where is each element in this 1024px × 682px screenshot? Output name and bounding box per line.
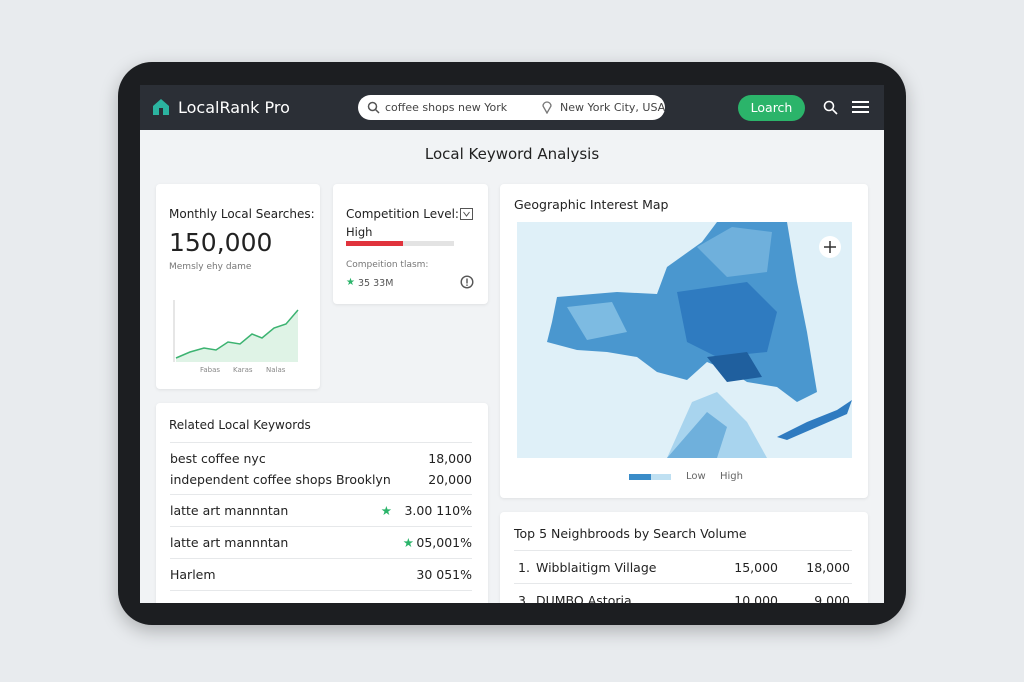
volume: 18,000: [428, 451, 472, 466]
level-bar: [346, 241, 454, 246]
volume: 18,000: [806, 560, 850, 575]
page-title: Local Keyword Analysis: [424, 145, 600, 163]
map: [517, 222, 852, 458]
subtitle: Memsly ehy dame: [169, 262, 252, 272]
search-button[interactable]: Loarch: [738, 95, 805, 121]
label: Compeition tlasm:: [346, 260, 429, 270]
searches-card: Monthly Local Searches: 150,000 Memsly e…: [156, 184, 320, 389]
legend-high: High: [720, 471, 743, 482]
search-query: coffee shops new York: [385, 101, 508, 114]
level: High: [346, 225, 373, 239]
neighborhood: DUMBO Astoria: [536, 593, 632, 603]
keyword: independent coffee shops Brooklyn: [170, 472, 391, 487]
keyword-row[interactable]: latte art mannntan ★ 05,001%: [170, 526, 472, 559]
keyword-row[interactable]: best coffee nyc 18,000 independent coffe…: [170, 442, 472, 495]
card-title: Competition Level:: [346, 207, 459, 221]
info-icon[interactable]: [460, 275, 474, 289]
axis-label: Nalas: [266, 366, 286, 374]
neighborhood-row[interactable]: 1. Wibblaitigm Village 15,000 18,000: [514, 550, 852, 584]
big-value: 150,000: [169, 228, 273, 257]
map-card: Geographic Interest Map Low High: [500, 184, 868, 498]
neighborhoods-card: Top 5 Neighbroods by Search Volume 1. Wi…: [500, 512, 868, 603]
keyword: latte art mannntan: [170, 535, 289, 550]
volume: 30 051%: [416, 567, 472, 582]
brand-name: LocalRank Pro: [178, 98, 290, 117]
rank: 3.: [518, 593, 530, 603]
volume: 15,000: [734, 560, 778, 575]
row-divider: [170, 590, 472, 603]
volume: 3.00 110%: [404, 503, 472, 518]
neighborhood-row[interactable]: 3. DUMBO Astoria 10,000 9,000: [514, 583, 852, 603]
dropdown-icon[interactable]: [460, 208, 473, 220]
star-icon: ★: [346, 277, 355, 288]
card-title: Top 5 Neighbroods by Search Volume: [514, 526, 747, 541]
volume: 20,000: [428, 472, 472, 487]
location: New York City, USA: [560, 101, 666, 114]
star-icon: ★: [380, 503, 392, 518]
legend-low: Low: [686, 471, 706, 482]
search-icon-button[interactable]: [823, 100, 838, 115]
search-icon: [367, 101, 380, 114]
rank: 1.: [518, 560, 530, 575]
volume: 9,000: [814, 593, 850, 603]
card-title: Monthly Local Searches:: [169, 207, 315, 221]
card-title: Related Local Keywords: [169, 418, 311, 432]
star-icon: ★: [402, 535, 414, 550]
brand-icon: [153, 99, 169, 115]
search-box[interactable]: coffee shops new York New York City, USA: [358, 95, 665, 120]
top-bar: LocalRank Pro coffee shops new York New …: [140, 85, 884, 130]
value: 35 33M: [358, 278, 394, 289]
menu-button[interactable]: [852, 101, 870, 114]
keyword-row[interactable]: Harlem 30 051%: [170, 558, 472, 591]
neighborhood: Wibblaitigm Village: [536, 560, 657, 575]
keyword: Harlem: [170, 567, 216, 582]
pin-icon: [542, 101, 552, 114]
screen: LocalRank Pro coffee shops new York New …: [140, 85, 884, 603]
sparkline: [173, 300, 299, 362]
axis-label: Karas: [233, 366, 253, 374]
keywords-card: Related Local Keywords best coffee nyc 1…: [156, 403, 488, 603]
competition-card: Competition Level: High Compeition tlasm…: [333, 184, 488, 304]
card-title: Geographic Interest Map: [514, 197, 669, 212]
volume: 10,000: [734, 593, 778, 603]
keyword: latte art mannntan: [170, 503, 289, 518]
keyword-row[interactable]: latte art mannntan ★ 3.00 110%: [170, 494, 472, 527]
keyword: best coffee nyc: [170, 451, 266, 466]
volume: 05,001%: [416, 535, 472, 550]
legend-scale: [629, 474, 671, 480]
axis-label: Fabas: [200, 366, 221, 374]
